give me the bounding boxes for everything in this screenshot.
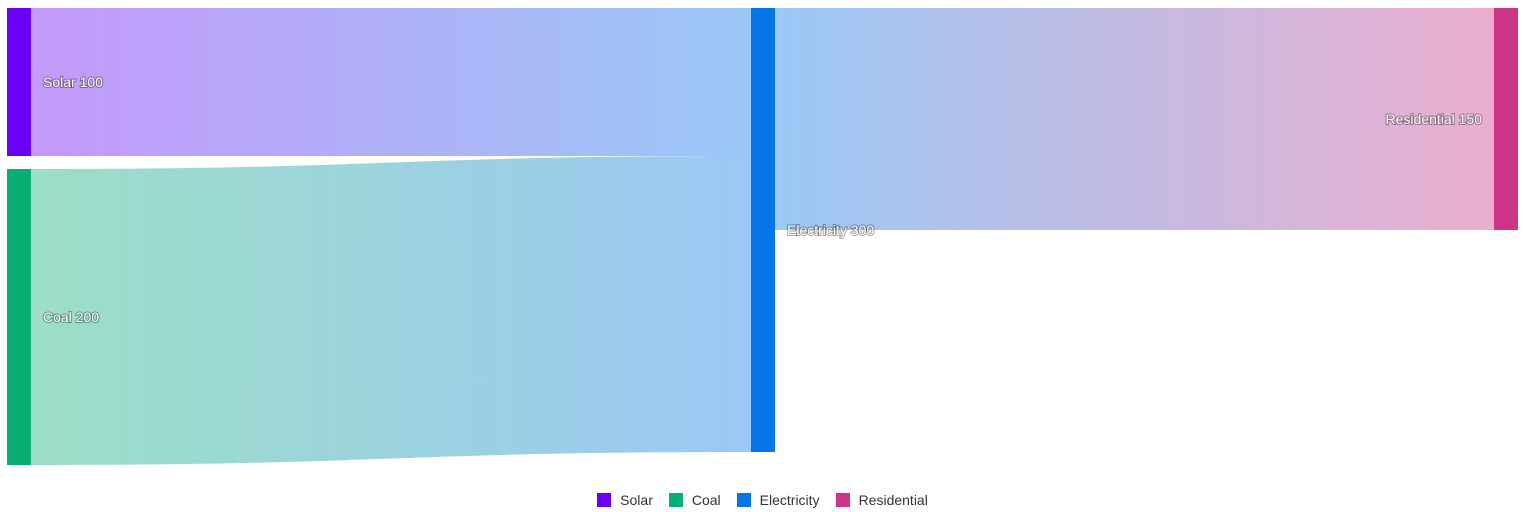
legend-label: Residential: [858, 492, 928, 508]
sankey-chart: Solar 100 Coal 200 Electricity 300 Resident…: [7, 8, 1518, 465]
node-label-electricity: Electricity 300: [787, 222, 874, 238]
node-solar[interactable]: [7, 8, 31, 156]
legend-item-solar[interactable]: Solar: [597, 492, 653, 508]
legend-swatch: [835, 493, 850, 507]
legend-label: Electricity: [759, 492, 820, 508]
link-coal-to-electricity[interactable]: [31, 156, 751, 465]
nodes-layer: [7, 8, 1518, 465]
legend-swatch: [668, 493, 683, 507]
legend-label: Solar: [620, 492, 653, 508]
legend-item-residential[interactable]: Residential: [835, 492, 928, 508]
legend-swatch: [736, 493, 751, 507]
link-electricity-to-residential[interactable]: [775, 8, 1494, 230]
node-electricity[interactable]: [751, 8, 775, 452]
labels-layer: Solar 100 Coal 200 Electricity 300 Resident…: [42, 73, 1483, 326]
node-coal[interactable]: [7, 169, 31, 465]
legend-item-electricity[interactable]: Electricity: [736, 492, 820, 508]
node-residential[interactable]: [1494, 8, 1518, 230]
legend-swatch: [597, 493, 612, 507]
legend-item-coal[interactable]: Coal: [668, 492, 721, 508]
chart-legend: Solar Coal Electricity Residential: [0, 490, 1525, 510]
node-label-coal: Coal 200: [43, 309, 99, 325]
link-solar-to-electricity[interactable]: [31, 8, 751, 156]
links-layer: [31, 8, 1494, 465]
node-label-solar: Solar 100: [43, 74, 103, 90]
node-label-residential: Residential 150: [1385, 111, 1482, 127]
legend-label: Coal: [691, 492, 721, 508]
